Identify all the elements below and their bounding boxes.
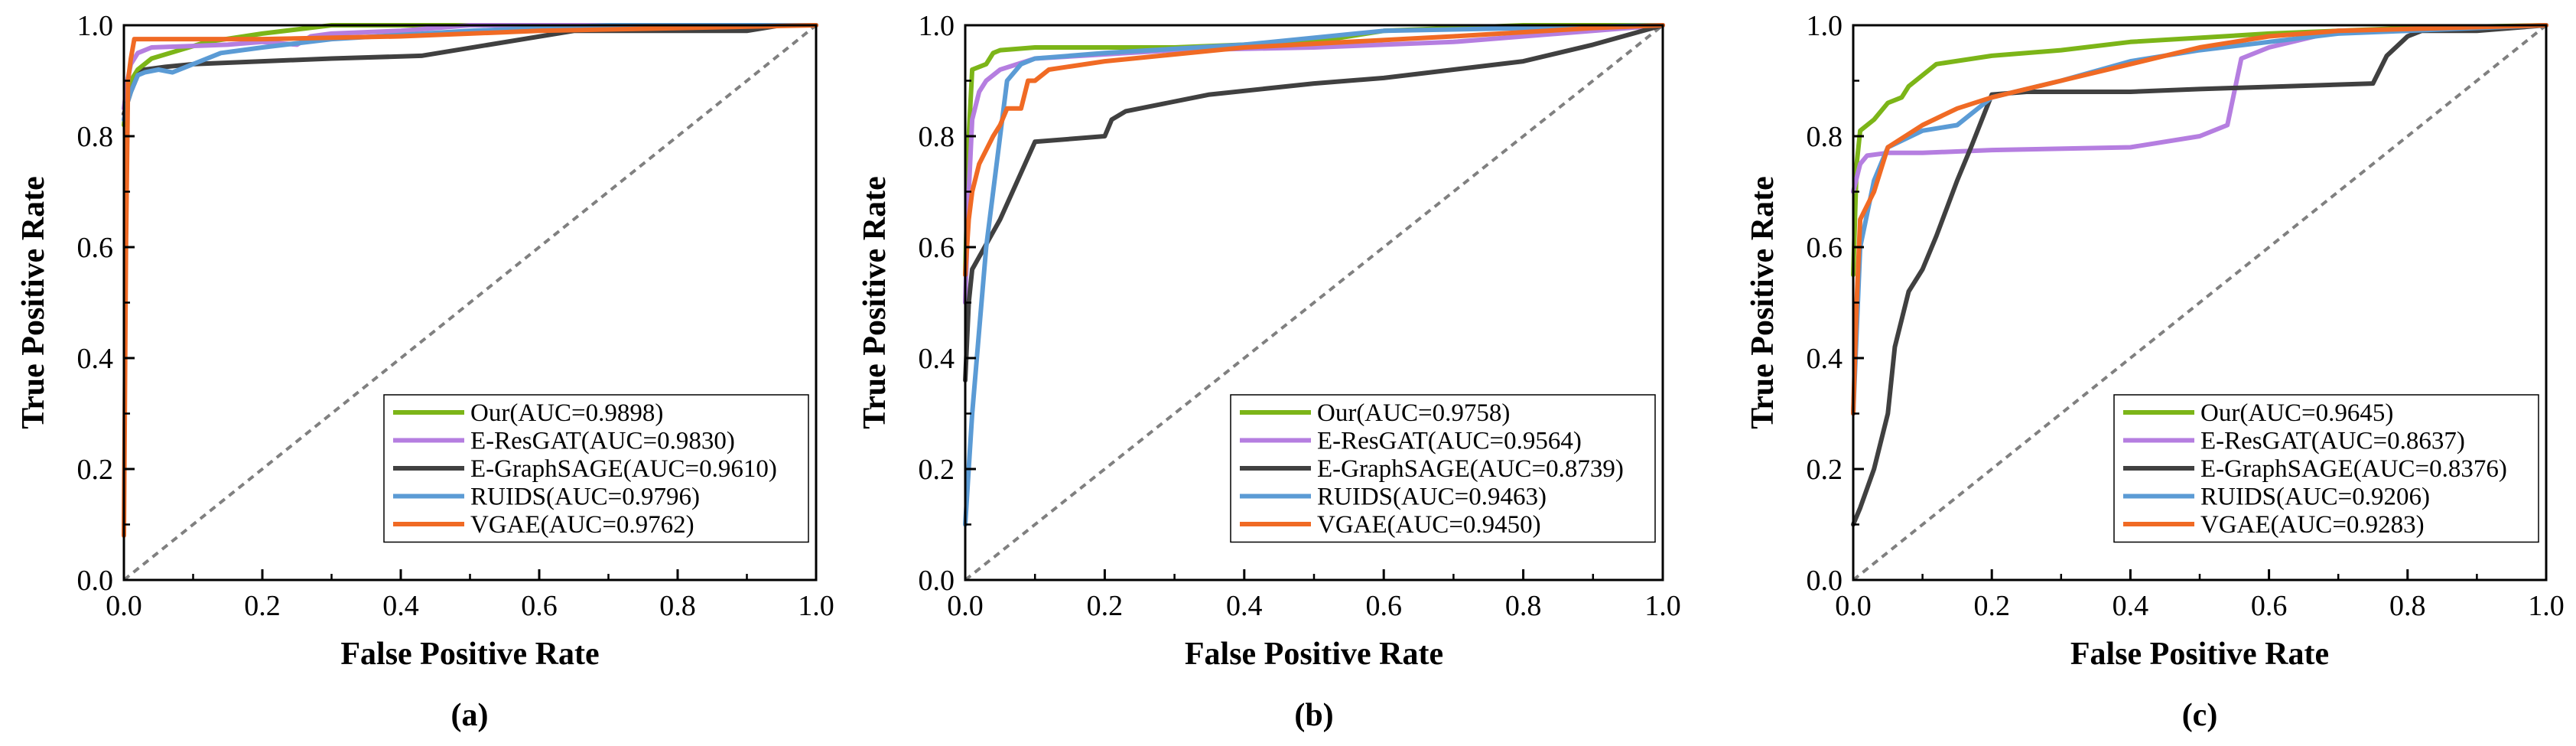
y-tick-label: 0.2 <box>1807 454 1843 486</box>
legend-label-e-graphsage: E-GraphSAGE(AUC=0.8739) <box>1317 455 1624 483</box>
roc-panel-2: 0.0 0.2 0.4 0.6 0.8 1.0 0.0 0.2 0.4 0.6 0.8 1.0 Fals… <box>857 10 1681 733</box>
roc-curve-e-resgat <box>963 23 1665 305</box>
legend-label-e-resgat: E-ResGAT(AUC=0.9830) <box>470 428 735 455</box>
y-axis-title: True Positive Rate <box>1745 176 1781 428</box>
legend-label-ruids: RUIDS(AUC=0.9206) <box>2200 484 2430 511</box>
roc-curve-e-graphsage <box>1851 23 2548 527</box>
roc-curve-ruids <box>1851 23 2548 416</box>
legend: Our(AUC=0.9898)E-ResGAT(AUC=0.9830)E-Gra… <box>383 394 809 543</box>
legend-label-our: Our(AUC=0.9898) <box>470 399 663 427</box>
y-tick-label: 1.0 <box>77 10 114 42</box>
y-tick-label: 0.8 <box>919 121 955 153</box>
diagonal-reference-line <box>964 24 1664 581</box>
legend-label-ruids: RUIDS(AUC=0.9463) <box>1317 484 1547 511</box>
x-tick-label: 1.0 <box>2528 590 2565 622</box>
x-tick-label: 1.0 <box>798 590 834 622</box>
legend: Our(AUC=0.9758)E-ResGAT(AUC=0.9564)E-Gra… <box>1230 394 1656 543</box>
x-tick-label: 0.6 <box>1365 590 1402 622</box>
x-tick-label: 0.2 <box>1087 590 1124 622</box>
x-tick-label: 0.8 <box>1505 590 1542 622</box>
legend-label-e-graphsage: E-GraphSAGE(AUC=0.8376) <box>2200 455 2507 483</box>
y-tick-label: 0.6 <box>1807 232 1843 264</box>
x-axis-title: False Positive Rate <box>2070 637 2329 672</box>
legend: Our(AUC=0.9645)E-ResGAT(AUC=0.8637)E-Gra… <box>2113 394 2539 543</box>
y-tick-label: 0.6 <box>919 232 955 264</box>
roc-curve-e-graphsage <box>963 23 1665 383</box>
x-tick-label: 0.0 <box>947 590 984 622</box>
y-tick-label: 0.0 <box>77 565 114 597</box>
x-tick-label: 0.2 <box>1973 590 2010 622</box>
roc-curve-our <box>1851 23 2548 278</box>
diagonal-reference-line <box>1852 24 2548 581</box>
x-tick-label: 0.0 <box>106 590 142 622</box>
x-tick-label: 0.2 <box>244 590 281 622</box>
y-tick-label: 0.0 <box>919 565 955 597</box>
roc-curve-vgae <box>963 23 1665 278</box>
x-tick-label: 0.6 <box>521 590 558 622</box>
x-tick-label: 0.4 <box>1226 590 1263 622</box>
y-tick-label: 0.6 <box>77 232 114 264</box>
y-tick-label: 0.4 <box>77 343 114 375</box>
x-tick-label: 0.0 <box>1835 590 1872 622</box>
legend-label-e-graphsage: E-GraphSAGE(AUC=0.9610) <box>470 455 777 483</box>
legend-label-ruids: RUIDS(AUC=0.9796) <box>470 484 700 511</box>
roc-curve-our <box>963 23 1665 278</box>
y-tick-label: 0.2 <box>77 454 114 486</box>
y-axis-title: True Positive Rate <box>16 176 51 428</box>
legend-label-our: Our(AUC=0.9645) <box>2200 399 2393 427</box>
legend-label-e-resgat: E-ResGAT(AUC=0.8637) <box>2200 428 2465 455</box>
x-tick-label: 1.0 <box>1644 590 1681 622</box>
legend-label-vgae: VGAE(AUC=0.9283) <box>2200 511 2425 539</box>
subfigure-caption: (c) <box>2182 698 2218 733</box>
legend-label-vgae: VGAE(AUC=0.9450) <box>1317 511 1541 539</box>
y-tick-label: 0.8 <box>1807 121 1843 153</box>
roc-panel-1: 0.0 0.2 0.4 0.6 0.8 1.0 0.0 0.2 0.4 0.6 0.8 1.0 Fals… <box>16 10 834 733</box>
x-axis-title: False Positive Rate <box>340 637 599 672</box>
y-tick-label: 0.0 <box>1807 565 1843 597</box>
x-tick-label: 0.8 <box>659 590 696 622</box>
y-tick-label: 0.8 <box>77 121 114 153</box>
y-tick-label: 1.0 <box>919 10 955 42</box>
legend-label-e-resgat: E-ResGAT(AUC=0.9564) <box>1317 428 1582 455</box>
y-tick-label: 0.4 <box>919 343 955 375</box>
roc-panel-3: 0.0 0.2 0.4 0.6 0.8 1.0 0.0 0.2 0.4 0.6 0.8 1.0 Fals… <box>1745 10 2565 733</box>
roc-curve-vgae <box>1851 23 2548 416</box>
x-tick-label: 0.6 <box>2251 590 2288 622</box>
x-tick-label: 0.4 <box>2113 590 2149 622</box>
subfigure-caption: (b) <box>1294 698 1333 733</box>
x-tick-label: 0.4 <box>382 590 419 622</box>
diagonal-reference-line <box>122 24 818 581</box>
subfigure-caption: (a) <box>451 698 489 733</box>
y-tick-label: 1.0 <box>1807 10 1843 42</box>
y-tick-label: 0.2 <box>919 454 955 486</box>
legend-label-vgae: VGAE(AUC=0.9762) <box>470 511 694 539</box>
legend-label-our: Our(AUC=0.9758) <box>1317 399 1510 427</box>
roc-curve-ruids <box>963 23 1665 527</box>
y-tick-label: 0.4 <box>1807 343 1843 375</box>
x-tick-label: 0.8 <box>2389 590 2426 622</box>
x-axis-title: False Positive Rate <box>1185 637 1443 672</box>
y-axis-title: True Positive Rate <box>857 176 893 428</box>
